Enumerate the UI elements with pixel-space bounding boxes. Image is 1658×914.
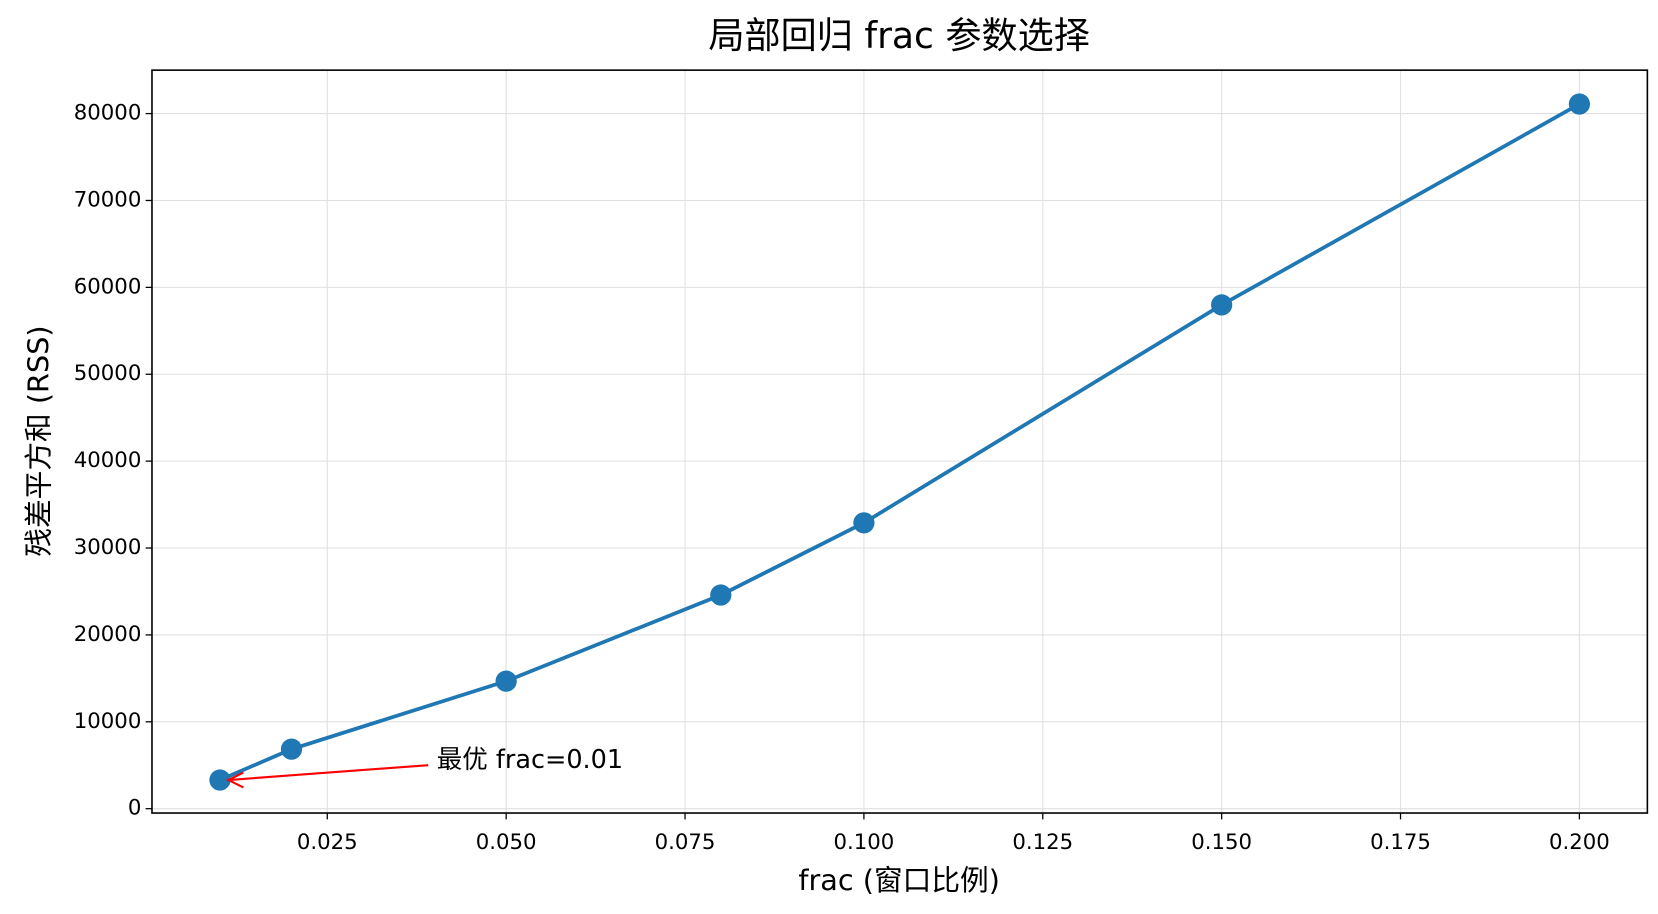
plot-frame <box>151 69 1649 814</box>
data-point <box>495 670 517 692</box>
data-point <box>1568 93 1591 115</box>
y-axis-label: 残差平方和 (RSS) <box>21 325 55 556</box>
data-point <box>710 584 732 606</box>
y-tick-label: 80000 <box>74 101 142 126</box>
x-tick-label: 0.150 <box>1191 830 1252 855</box>
annotation-text: 最优 frac=0.01 <box>437 745 623 775</box>
data-point <box>209 769 231 791</box>
x-tick-label: 0.100 <box>833 830 894 855</box>
x-tick-label: 0.025 <box>297 830 358 855</box>
y-tick-label: 40000 <box>74 448 142 473</box>
y-tick-label: 0 <box>128 796 142 821</box>
x-axis-label: frac (窗口比例) <box>798 863 1000 897</box>
x-tick-label: 0.125 <box>1012 830 1073 855</box>
annotation-arrowhead <box>226 771 244 789</box>
y-tick-label: 70000 <box>74 187 142 212</box>
chart-title: 局部回归 frac 参数选择 <box>708 14 1090 57</box>
y-tick-label: 20000 <box>74 622 142 647</box>
data-point <box>280 738 303 760</box>
annotation-arrow <box>228 764 429 782</box>
x-tick-label: 0.075 <box>655 830 716 855</box>
y-tick-label: 50000 <box>74 361 142 386</box>
y-tick-label: 10000 <box>74 709 142 734</box>
data-point <box>1211 294 1233 316</box>
y-tick-label: 60000 <box>74 274 142 299</box>
x-tick-label: 0.200 <box>1549 830 1610 855</box>
x-tick-label: 0.175 <box>1370 830 1431 855</box>
y-tick-label: 30000 <box>74 535 142 560</box>
x-tick-label: 0.050 <box>476 830 537 855</box>
data-point <box>853 512 875 534</box>
